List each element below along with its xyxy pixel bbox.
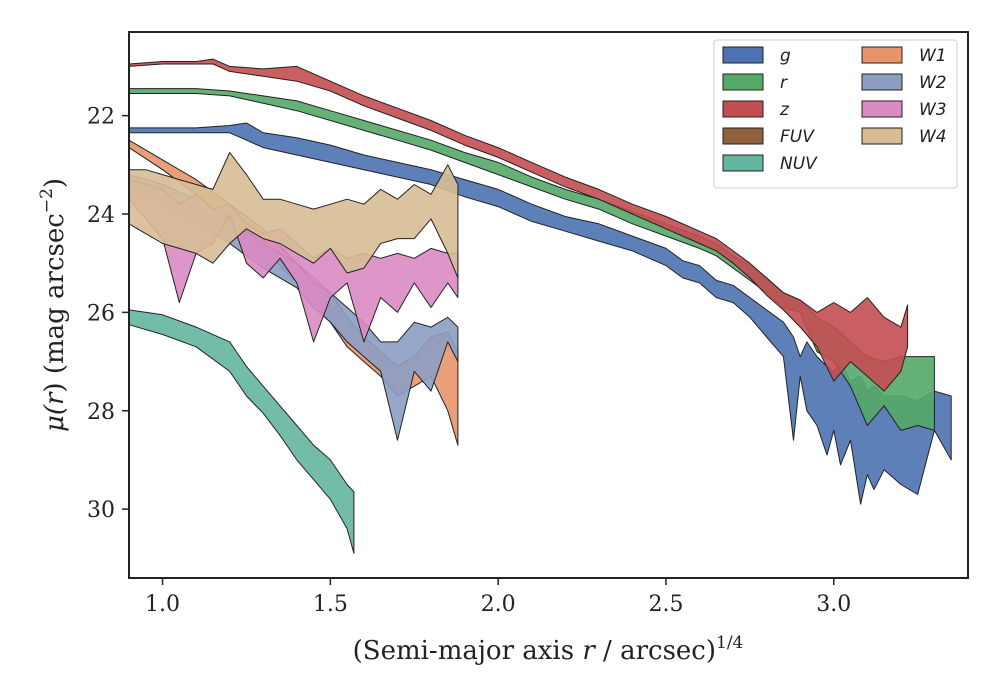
y-tick-label: 24 [87,203,115,228]
legend-label-r: r [780,73,788,93]
x-tick-label: 2.0 [481,592,516,617]
series-band-g [128,122,952,505]
legend-label-w1: W1 [919,46,947,66]
legend-label-w3: W3 [919,100,947,120]
x-axis-label: (Semi-major axis r / arcsec)1/4 [353,633,744,666]
series-band-z [128,58,909,392]
legend-swatch-z [722,100,764,118]
legend-swatch-w1 [861,46,903,64]
x-tick-label: 2.5 [648,592,683,617]
legend-label-z: z [779,100,790,120]
legend: grz FUV NUV W1 W2 W3 W4 [713,39,958,189]
legend-swatch-g [722,46,764,64]
series-band-w4 [128,152,459,279]
legend-swatch-nuv [722,154,764,172]
y-tick-label: 26 [87,301,115,326]
legend-label-nuv: NUV [780,154,818,174]
legend-label-g: g [780,46,791,66]
legend-swatch-w2 [861,73,903,91]
y-axis-label: μ(r) (mag arcsec−2) [37,178,70,432]
series-band-r [128,88,935,431]
y-tick-label: 28 [87,400,115,425]
legend-label-w4: W4 [919,127,947,147]
legend-swatch-r [722,73,764,91]
y-tick-label: 22 [87,105,115,130]
legend-label-fuv: FUV [780,127,815,147]
x-tick-label: 3.0 [816,592,851,617]
series-band-nuv [128,309,355,554]
legend-items: grz FUV NUV W1 W2 W3 W4 [722,46,947,174]
y-tick-label: 30 [87,498,115,523]
series-layer [128,58,952,554]
x-tick-label: 1.5 [313,592,348,617]
x-axis-ticks: 1.0 1.5 2.0 2.5 3.0 [145,578,851,617]
legend-label-w2: W2 [919,73,947,93]
x-tick-label: 1.0 [145,592,180,617]
legend-swatch-w3 [861,100,903,118]
legend-swatch-w4 [861,127,903,145]
plot-frame [128,31,969,579]
legend-swatch-fuv [722,127,764,145]
y-axis-ticks: 22 24 26 28 30 [87,105,129,523]
